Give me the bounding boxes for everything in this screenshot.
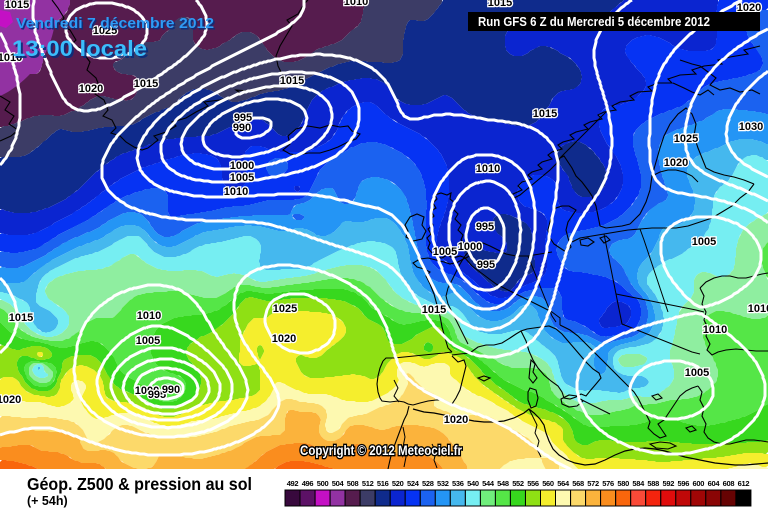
- svg-text:1010: 1010: [344, 0, 368, 8]
- svg-text:604: 604: [708, 479, 721, 488]
- svg-text:516: 516: [377, 479, 389, 488]
- svg-text:1010: 1010: [748, 303, 768, 315]
- svg-text:1015: 1015: [533, 108, 557, 120]
- svg-text:596: 596: [677, 479, 689, 488]
- svg-text:Run GFS 6 Z du Mercredi 5 déce: Run GFS 6 Z du Mercredi 5 décembre 2012: [478, 14, 710, 29]
- svg-text:1005: 1005: [692, 236, 716, 248]
- svg-text:1030: 1030: [739, 121, 763, 133]
- svg-text:500: 500: [317, 479, 329, 488]
- svg-text:528: 528: [422, 479, 434, 488]
- svg-text:Géop. Z500 & pression au sol: Géop. Z500 & pression au sol: [27, 474, 252, 494]
- svg-text:1005: 1005: [136, 335, 160, 347]
- svg-text:1025: 1025: [674, 133, 698, 145]
- svg-text:612: 612: [738, 479, 750, 488]
- svg-text:1010: 1010: [703, 324, 727, 336]
- svg-text:564: 564: [557, 479, 570, 488]
- svg-text:1015: 1015: [488, 0, 512, 9]
- svg-text:568: 568: [572, 479, 584, 488]
- svg-text:544: 544: [482, 479, 495, 488]
- svg-text:Copyright © 2012 Meteociel.fr: Copyright © 2012 Meteociel.fr: [300, 443, 463, 458]
- svg-text:532: 532: [437, 479, 449, 488]
- svg-text:492: 492: [287, 479, 299, 488]
- svg-text:995: 995: [477, 259, 495, 271]
- svg-text:556: 556: [527, 479, 539, 488]
- svg-text:560: 560: [542, 479, 554, 488]
- svg-text:552: 552: [512, 479, 524, 488]
- svg-text:1015: 1015: [134, 78, 158, 90]
- svg-text:1015: 1015: [5, 0, 29, 11]
- svg-text:1005: 1005: [685, 367, 709, 379]
- svg-text:1015: 1015: [280, 75, 304, 87]
- svg-text:1010: 1010: [224, 186, 248, 198]
- svg-text:1020: 1020: [444, 414, 468, 426]
- svg-text:13:00 locale: 13:00 locale: [12, 36, 147, 61]
- svg-text:1020: 1020: [664, 157, 688, 169]
- svg-text:990: 990: [233, 122, 251, 134]
- svg-text:580: 580: [617, 479, 629, 488]
- svg-text:(+ 54h): (+ 54h): [27, 494, 68, 508]
- svg-text:520: 520: [392, 479, 404, 488]
- svg-text:600: 600: [692, 479, 704, 488]
- svg-text:1000: 1000: [458, 241, 482, 253]
- svg-text:1010: 1010: [476, 163, 500, 175]
- svg-text:524: 524: [407, 479, 420, 488]
- svg-text:536: 536: [452, 479, 464, 488]
- svg-text:1010: 1010: [137, 310, 161, 322]
- svg-text:1000: 1000: [135, 385, 159, 397]
- svg-text:13:00 locale: 13:00 locale: [14, 38, 149, 63]
- svg-text:508: 508: [347, 479, 359, 488]
- svg-text:1020: 1020: [737, 2, 761, 14]
- svg-text:995: 995: [148, 389, 166, 401]
- svg-text:540: 540: [467, 479, 479, 488]
- svg-text:1015: 1015: [9, 312, 33, 324]
- svg-text:995: 995: [476, 221, 494, 233]
- svg-text:1005: 1005: [230, 172, 254, 184]
- svg-text:588: 588: [647, 479, 659, 488]
- svg-text:592: 592: [662, 479, 674, 488]
- svg-text:576: 576: [602, 479, 614, 488]
- svg-text:496: 496: [302, 479, 314, 488]
- svg-text:1025: 1025: [273, 303, 297, 315]
- svg-text:990: 990: [162, 384, 180, 396]
- svg-text:1015: 1015: [422, 304, 446, 316]
- svg-text:572: 572: [587, 479, 599, 488]
- svg-text:608: 608: [723, 479, 735, 488]
- svg-text:1005: 1005: [433, 246, 457, 258]
- svg-text:512: 512: [362, 479, 374, 488]
- svg-text:1025: 1025: [93, 25, 117, 37]
- svg-text:504: 504: [332, 479, 345, 488]
- svg-text:Vendredi 7 décembre 2012: Vendredi 7 décembre 2012: [18, 17, 216, 34]
- svg-text:Vendredi 7 décembre 2012: Vendredi 7 décembre 2012: [16, 15, 214, 32]
- svg-text:1010: 1010: [0, 52, 22, 64]
- svg-text:1020: 1020: [0, 394, 21, 406]
- svg-text:584: 584: [632, 479, 645, 488]
- svg-text:548: 548: [497, 479, 509, 488]
- svg-text:1000: 1000: [230, 160, 254, 172]
- svg-text:995: 995: [234, 112, 252, 124]
- svg-text:1020: 1020: [79, 83, 103, 95]
- svg-text:1020: 1020: [272, 333, 296, 345]
